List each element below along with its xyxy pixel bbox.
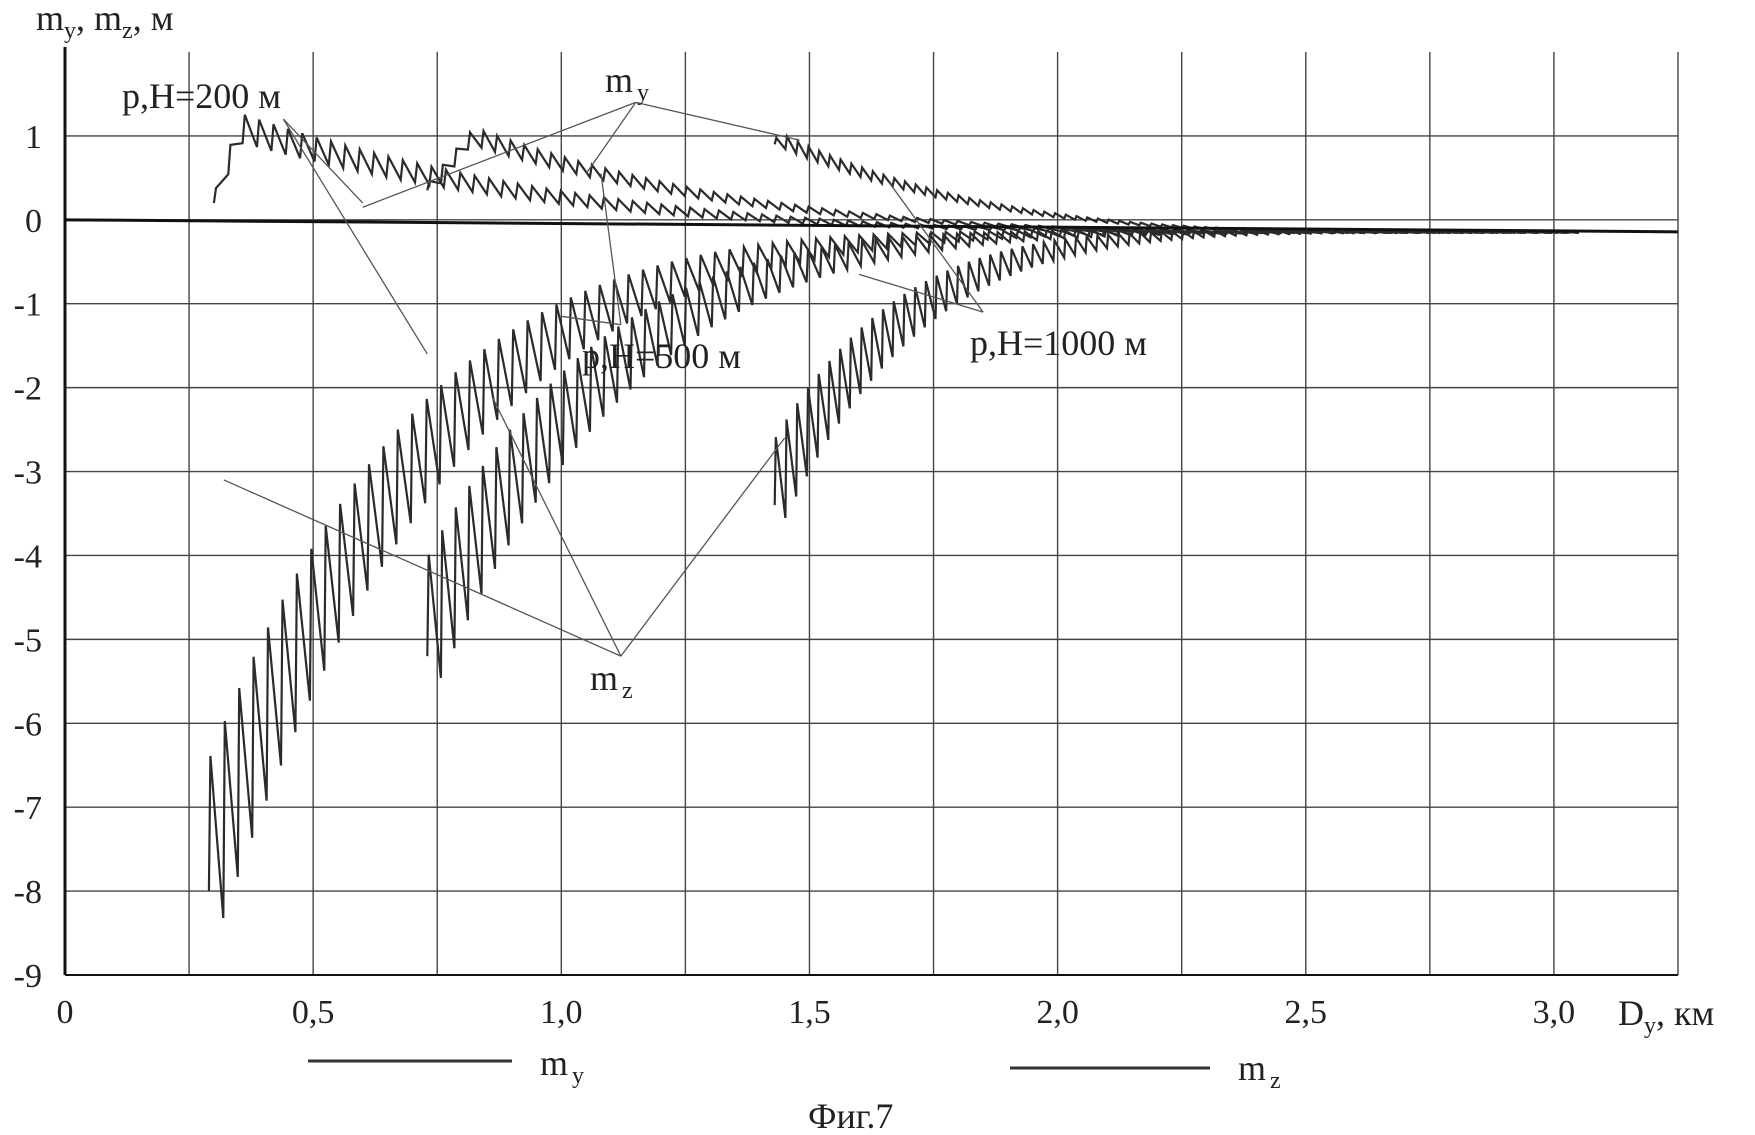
y-tick-label: 1 — [25, 119, 42, 156]
y-tick-label: -4 — [14, 538, 42, 575]
y-axis-label: my, mz, м — [36, 0, 173, 44]
y-tick-label: 0 — [25, 203, 42, 240]
x-tick-label: 2,5 — [1285, 994, 1328, 1031]
grid-lines — [65, 52, 1678, 975]
series-line-m-1 — [427, 131, 1578, 233]
leader-line — [492, 396, 621, 656]
x-tick-label: 3,0 — [1533, 994, 1576, 1031]
annotation-h1000: p,H=1000 м — [970, 323, 1147, 363]
y-tick-label: -8 — [14, 874, 42, 911]
leader-line — [586, 102, 636, 173]
zero-line — [65, 220, 1678, 232]
series-line-mz-5 — [775, 231, 1579, 518]
y-tick-label: -6 — [14, 706, 42, 743]
annotation-h200: p,H=200 м — [122, 76, 281, 116]
data-series — [209, 115, 1579, 918]
legend-label-mz: mz — [1238, 1048, 1281, 1094]
x-tick-label: 0,5 — [292, 994, 335, 1031]
annotation-h500: p,H=500 м — [582, 336, 741, 376]
y-tick-label: -7 — [14, 790, 42, 827]
x-tick-label: 2,0 — [1036, 994, 1079, 1031]
leader-line — [859, 274, 983, 312]
y-tick-label: -2 — [14, 371, 42, 408]
y-tick-label: -3 — [14, 455, 42, 492]
x-tick-label: 1,5 — [788, 994, 831, 1031]
leader-line — [621, 438, 785, 656]
x-tick-label: 0 — [57, 994, 74, 1031]
x-axis-label: Dy, км — [1618, 993, 1714, 1039]
legend-label-my: my — [540, 1043, 584, 1089]
x-tick-label: 1,0 — [540, 994, 583, 1031]
annotation-mz: mz — [590, 658, 633, 704]
legend: my mz — [308, 1043, 1281, 1094]
y-tick-label: -1 — [14, 287, 42, 324]
leader-line — [636, 102, 800, 140]
leader-line — [283, 119, 427, 354]
y-tick-label: -9 — [14, 958, 42, 995]
y-tick-label: -5 — [14, 622, 42, 659]
figure-caption: Фиг.7 — [808, 1096, 893, 1135]
series-line-m-0 — [214, 115, 1579, 233]
annotation-my: my — [605, 60, 649, 106]
axes — [65, 47, 1678, 975]
leader-line — [363, 102, 636, 207]
leader-line — [283, 119, 362, 203]
